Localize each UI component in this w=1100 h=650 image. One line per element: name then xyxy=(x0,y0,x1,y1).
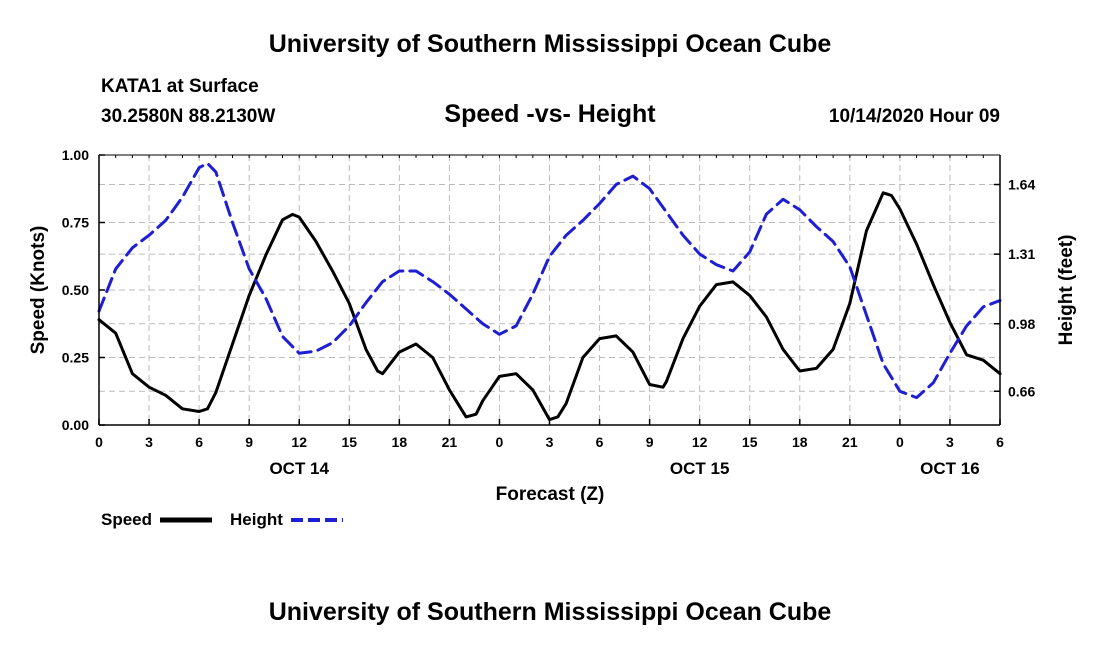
date-label: 10/14/2020 Hour 09 xyxy=(828,106,1000,127)
bottom-title: University of Southern Mississippi Ocean… xyxy=(268,598,832,626)
series-line-height xyxy=(97,161,1002,400)
x-tick-label: 21 xyxy=(842,434,858,450)
x-tick-label: 15 xyxy=(341,434,357,450)
x-tick-label: 21 xyxy=(442,434,458,450)
x-tick-label: 6 xyxy=(596,434,604,450)
y2-axis-label: Height (feet) xyxy=(1056,235,1077,346)
grid xyxy=(99,155,1000,425)
station-label: KATA1 at Surface xyxy=(101,76,259,97)
chart-title: Speed -vs- Height xyxy=(444,100,656,128)
x-tick-label: 3 xyxy=(145,434,153,450)
x-tick-label: 18 xyxy=(392,434,408,450)
series-line-speed xyxy=(97,191,1002,422)
y-tick-label: 0.75 xyxy=(62,215,89,231)
y-tick-label: 1.00 xyxy=(62,147,89,163)
series-group xyxy=(97,161,1002,422)
y2-tick-label: 1.64 xyxy=(1008,177,1035,193)
x-tick-label: 6 xyxy=(996,434,1004,450)
x-tick-label: 0 xyxy=(95,434,103,450)
day-label: OCT 15 xyxy=(670,459,730,478)
day-label: OCT 14 xyxy=(269,459,329,478)
tick-labels: 0 3 6 9 12 15 18 21 0 3 6 9 12 15 18 21 0 3 6 OCT 14 OCT 15 O… xyxy=(62,147,1036,478)
x-tick-label: 3 xyxy=(946,434,954,450)
x-tick-label: 0 xyxy=(496,434,504,450)
x-tick-label: 3 xyxy=(546,434,554,450)
x-tick-label: 12 xyxy=(692,434,708,450)
y2-tick-label: 0.98 xyxy=(1008,316,1035,332)
y-tick-label: 0.00 xyxy=(62,417,89,433)
legend-label-height: Height xyxy=(230,510,283,529)
x-axis-label: Forecast (Z) xyxy=(496,484,605,505)
y-tick-label: 0.25 xyxy=(62,350,89,366)
legend: Speed Height xyxy=(101,510,343,529)
coordinates-label: 30.2580N 88.2130W xyxy=(101,106,276,127)
x-tick-label: 12 xyxy=(291,434,307,450)
x-tick-label: 15 xyxy=(742,434,758,450)
day-label: OCT 16 xyxy=(920,459,980,478)
legend-label-speed: Speed xyxy=(101,510,152,529)
axes xyxy=(98,154,1001,426)
x-tick-label: 0 xyxy=(896,434,904,450)
y-axis-label: Speed (Knots) xyxy=(28,226,49,355)
x-tick-label: 6 xyxy=(195,434,203,450)
y2-tick-label: 1.31 xyxy=(1008,246,1035,262)
top-title: University of Southern Mississippi Ocean… xyxy=(268,30,832,58)
x-tick-label: 18 xyxy=(792,434,808,450)
y-tick-label: 0.50 xyxy=(62,282,89,298)
x-tick-label: 9 xyxy=(245,434,253,450)
x-tick-label: 9 xyxy=(646,434,654,450)
y2-tick-label: 0.66 xyxy=(1008,383,1035,399)
